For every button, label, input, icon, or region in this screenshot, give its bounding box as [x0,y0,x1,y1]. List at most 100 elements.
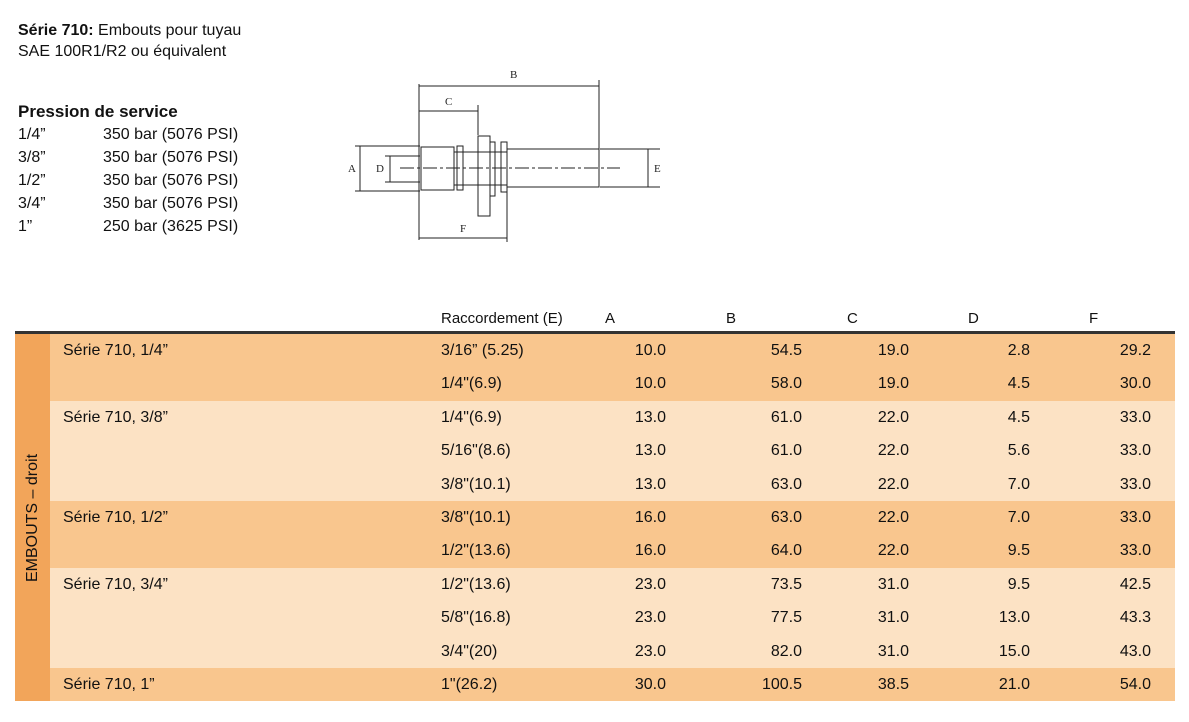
cell-a: 10.0 [634,342,666,359]
cell-f: 33.0 [1119,508,1151,526]
pressure-size: 1/4” [18,126,46,143]
table-row: Série 710, 3/8” 1/4"(6.9) 13.0 61.0 22.0… [50,400,1175,435]
cell-f: 54.0 [1119,675,1151,693]
cell-d: 2.8 [1007,342,1030,359]
dimensions-table: Raccordement (E) A B C D F EMBOUTS – dro… [15,304,1175,702]
pressure-size: 1/2” [18,172,46,189]
cell-connection: 1/2"(13.6) [441,542,511,560]
cell-d: 13.0 [998,609,1030,627]
cell-d: 4.5 [1007,375,1030,393]
cell-a: 13.0 [634,442,666,460]
pressure-value: 350 bar (5076 PSI) [103,126,239,143]
header-connection: Raccordement (E) [441,310,563,327]
cell-a: 23.0 [634,642,666,660]
pressure-size: 3/4” [18,195,46,212]
cell-b: 73.5 [770,575,802,593]
cell-f: 33.0 [1119,475,1151,493]
table-row: 5/8"(16.8) 23.0 77.5 31.0 13.0 43.3 [50,601,1175,635]
document-title: Série 710: Embouts pour tuyau SAE 100R1/… [18,20,241,62]
cell-group: Série 710, 3/4” [63,575,168,593]
cell-a: 30.0 [634,675,666,693]
cell-connection: 3/8"(10.1) [441,475,511,493]
label-e: E [654,163,661,175]
table-row: 1/4"(6.9) 10.0 58.0 19.0 4.5 30.0 [50,367,1175,401]
cell-d: 4.5 [1007,408,1030,426]
pressure-heading: Pression de service [18,102,178,121]
cell-group: Série 710, 1/4” [63,342,168,359]
cell-f: 29.2 [1119,342,1151,359]
pressure-row: 3/4” 350 bar (5076 PSI) [18,192,238,215]
cell-f: 43.0 [1119,642,1151,660]
table-row: Série 710, 3/4” 1/2"(13.6) 23.0 73.5 31.… [50,567,1175,602]
side-label-text: EMBOUTS – droit [23,453,41,582]
cell-d: 9.5 [1007,575,1030,593]
cell-c: 22.0 [877,542,909,560]
pressure-row: 1” 250 bar (3625 PSI) [18,215,238,238]
table-row: 3/8"(10.1) 13.0 63.0 22.0 7.0 33.0 [50,467,1175,501]
title-series: Série 710: [18,22,94,39]
cell-connection: 1/4"(6.9) [441,408,502,426]
cell-b: 61.0 [770,408,802,426]
cell-connection: 3/4"(20) [441,642,498,660]
cell-b: 54.5 [770,342,802,359]
pressure-row: 1/4” 350 bar (5076 PSI) [18,123,238,146]
cell-b: 61.0 [770,442,802,460]
cell-d: 9.5 [1007,542,1030,560]
cell-b: 100.5 [761,675,802,693]
header-f: F [1089,310,1099,327]
cell-group: Série 710, 1/2” [63,508,168,526]
cell-f: 33.0 [1119,442,1151,460]
pressure-value: 350 bar (5076 PSI) [103,195,239,212]
cell-b: 63.0 [770,475,802,493]
cell-d: 21.0 [998,675,1030,693]
label-a: A [348,163,356,175]
cell-a: 13.0 [634,408,666,426]
cell-c: 19.0 [877,375,909,393]
table-body: EMBOUTS – droit Série 710, 1/4” 3/16” (5… [15,334,1175,702]
cell-connection: 5/8"(16.8) [441,609,511,627]
pressure-section: Pression de service 1/4” 350 bar (5076 PS… [18,100,238,238]
table-row: 3/4"(20) 23.0 82.0 31.0 15.0 43.0 [50,634,1175,668]
cell-d: 7.0 [1007,475,1030,493]
cell-a: 10.0 [634,375,666,393]
label-b: B [510,69,517,81]
cell-d: 15.0 [998,642,1030,660]
cell-b: 63.0 [770,508,802,526]
cell-c: 31.0 [877,609,909,627]
cell-f: 33.0 [1119,542,1151,560]
cell-c: 22.0 [877,475,909,493]
cell-d: 5.6 [1007,442,1030,460]
cell-c: 31.0 [877,642,909,660]
pressure-row: 3/8” 350 bar (5076 PSI) [18,146,238,169]
table-row: Série 710, 1/2” 3/8"(10.1) 16.0 63.0 22.… [50,500,1175,535]
table-row: Série 710, 1” 1"(26.2) 30.0 100.5 38.5 2… [50,667,1175,702]
label-d: D [376,163,384,175]
title-subtitle: SAE 100R1/R2 ou équivalent [18,43,227,60]
cell-c: 22.0 [877,508,909,526]
cell-b: 82.0 [770,642,802,660]
pressure-value: 350 bar (5076 PSI) [103,149,239,166]
table-row: Série 710, 1/4” 3/16” (5.25) 10.0 54.5 1… [50,334,1175,368]
label-c: C [445,96,452,108]
cell-connection: 1/2"(13.6) [441,575,511,593]
header-b: B [726,310,737,327]
cell-a: 23.0 [634,575,666,593]
cell-b: 77.5 [770,609,802,627]
cell-a: 16.0 [634,542,666,560]
cell-f: 30.0 [1119,375,1151,393]
cell-connection: 3/8"(10.1) [441,508,511,526]
cell-c: 31.0 [877,575,909,593]
cell-group: Série 710, 1” [63,675,155,693]
side-label: EMBOUTS – droit [15,334,50,702]
cell-c: 38.5 [877,675,909,693]
table-row: 5/16"(8.6) 13.0 61.0 22.0 5.6 33.0 [50,434,1175,468]
cell-connection: 3/16” (5.25) [441,342,524,359]
pressure-row: 1/2” 350 bar (5076 PSI) [18,169,238,192]
cell-f: 33.0 [1119,408,1151,426]
cell-c: 22.0 [877,408,909,426]
pressure-value: 250 bar (3625 PSI) [103,218,239,235]
cell-group: Série 710, 3/8” [63,408,168,426]
cell-a: 16.0 [634,508,666,526]
pressure-size: 1” [18,218,33,235]
cell-d: 7.0 [1007,508,1030,526]
